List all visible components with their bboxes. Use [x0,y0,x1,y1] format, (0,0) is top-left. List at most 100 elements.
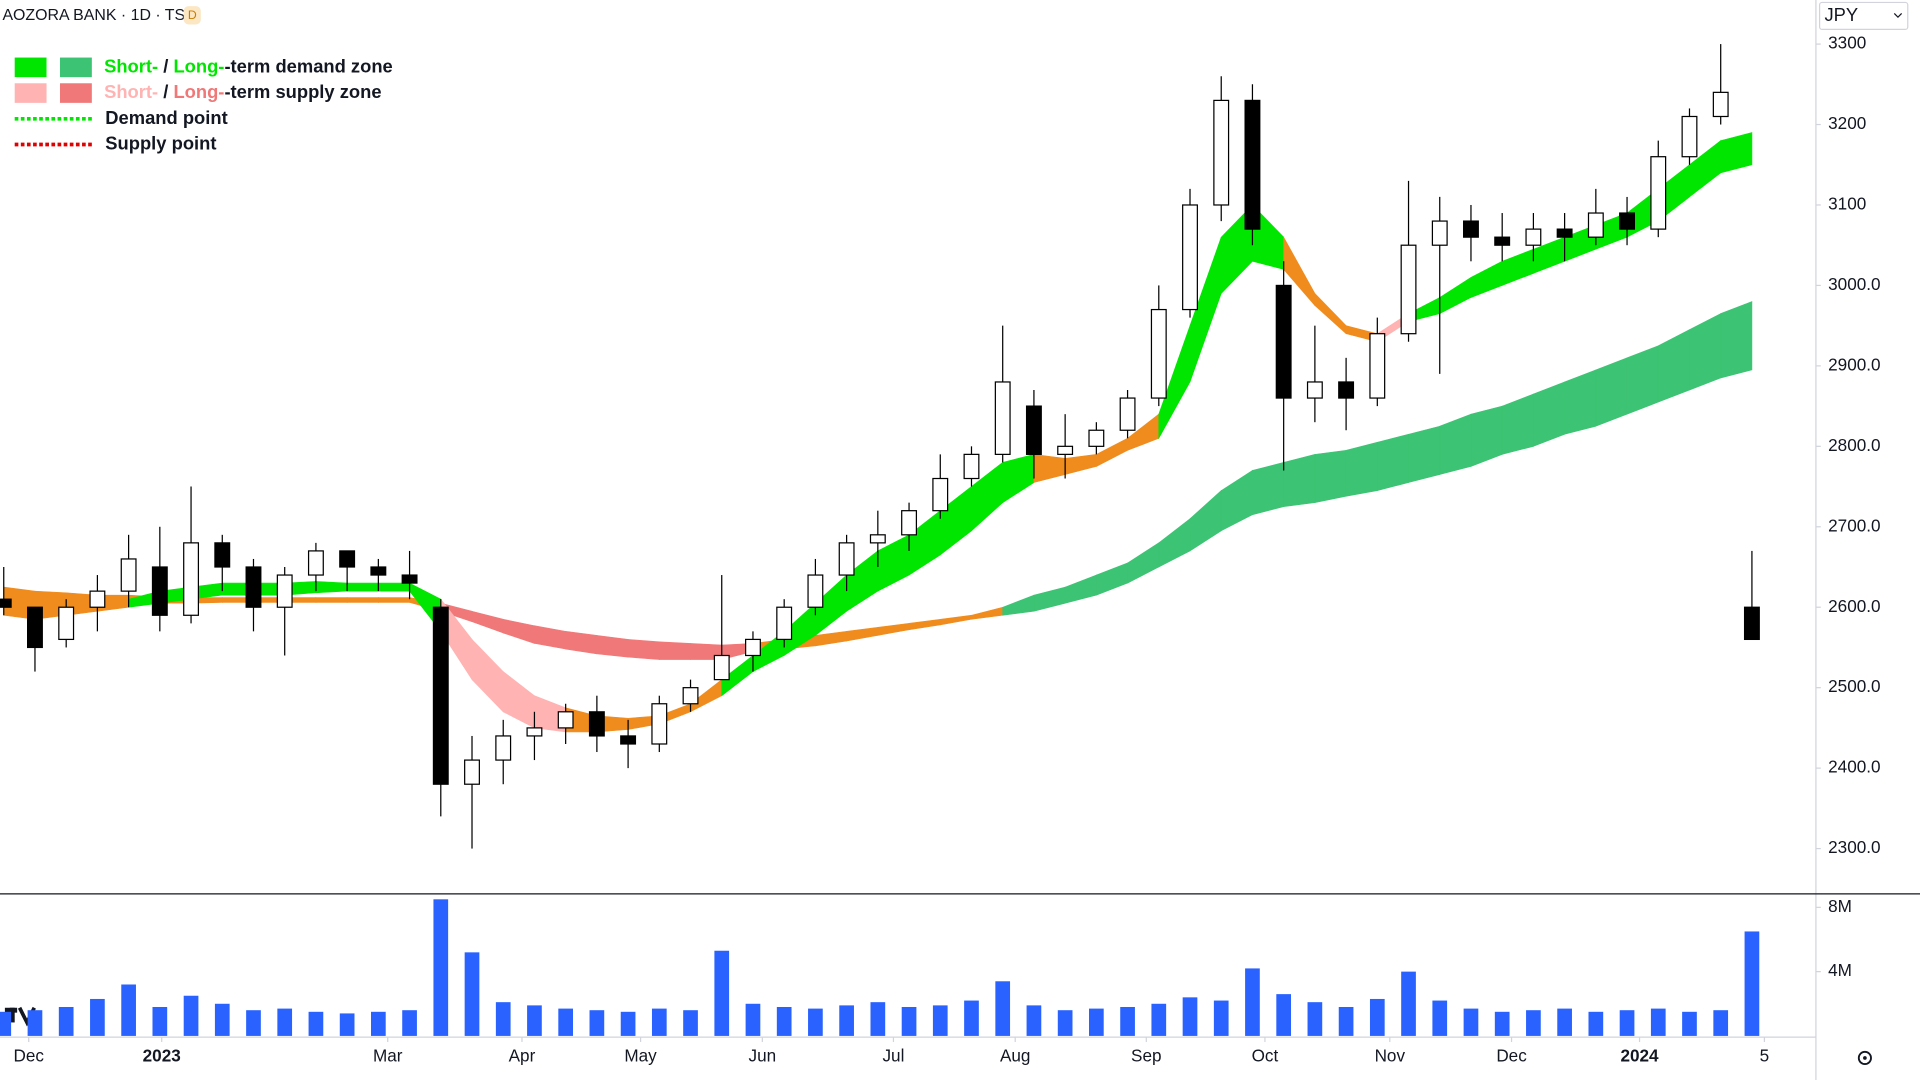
volume-bar [1089,1008,1104,1036]
x-tick-label: Jun [749,1045,777,1065]
candle-body [994,381,1011,455]
candle-body [245,566,262,608]
currency[interactable]: JPY [1824,4,1858,25]
volume-bar [1682,1011,1697,1036]
zone-segment [1252,462,1284,516]
candle-body [27,606,43,649]
legend-text: / [158,55,173,76]
volume-bar [995,981,1011,1036]
candle-body [1619,212,1636,230]
legend-swatch [14,57,47,78]
y-tick-label: 2700.0 [1828,515,1880,535]
zone-segment [1283,453,1316,508]
y-tick-label: 3000.0 [1828,274,1880,294]
y-tick-label: 2900.0 [1828,354,1880,374]
y-tick-label: 3200 [1828,113,1866,133]
volume-bar [745,1003,761,1036]
volume-bar [308,1011,324,1036]
candle-body [0,598,12,608]
volume-bar [1307,1002,1323,1036]
candle-body [1306,381,1323,399]
volume-bar [183,995,199,1036]
volume-bar [152,1006,168,1036]
volume-bar [1650,1008,1666,1036]
volume-bar [683,1010,698,1036]
candle-body [58,606,75,641]
volume-tick-label: 8M [1828,896,1852,916]
candle-body [901,510,918,536]
candle-body [151,566,168,616]
volume-bar [964,1000,979,1036]
zone-segment [1314,450,1347,504]
candle-body [1244,99,1261,230]
candle-body [838,542,855,576]
candle-body [276,574,293,608]
y-tick-label: 2500.0 [1828,676,1880,696]
candle-body [432,606,449,785]
zone-segment [346,582,379,592]
zone-segment [378,582,410,592]
zone-segment [315,581,348,594]
candle-body [1556,228,1573,238]
volume-bar [495,1002,511,1036]
candle-body [307,550,324,576]
x-tick-label: Oct [1252,1045,1279,1065]
volume-bar [1057,1010,1073,1036]
zone-segment [1377,433,1409,491]
volume-bar [1713,1010,1729,1036]
symbol-header: AOZORA BANK · 1D · TSE [2,7,195,24]
zone-segment [1626,345,1659,415]
settings-icon[interactable] [1857,1050,1872,1065]
volume-bar [1588,1011,1604,1036]
candle-body [963,453,980,480]
candle-body [526,727,543,737]
legend-swatch [60,83,92,103]
dropdown-arrow[interactable] [1893,13,1903,19]
candle-body [1182,204,1198,311]
candle-body [1431,220,1448,246]
candle-body [1275,284,1292,399]
volume-bar [1026,1005,1042,1036]
x-tick-label: Dec [13,1045,44,1065]
x-tick-label: Jul [882,1045,904,1065]
volume-bar [1276,994,1292,1036]
badge[interactable]: D [188,8,197,22]
candle-body [339,550,356,568]
zone-segment [1720,132,1753,174]
zone-segment [1408,425,1441,483]
volume-bars [0,899,1760,1036]
volume-bar [620,1011,636,1036]
candle-body [1463,220,1479,238]
zone-segment [1720,301,1753,379]
volume-bar [901,1006,917,1036]
volume-bar [1432,1000,1448,1036]
legend-text: Supply point [105,132,216,153]
volume-bar [1463,1008,1479,1036]
candle-body [1681,115,1698,158]
volume-bar [433,899,449,1036]
candle-body [401,574,418,584]
candle-body [1369,333,1386,399]
candle-body [745,638,761,657]
candle-body [1150,308,1167,399]
x-tick-label: 2023 [143,1045,181,1065]
candle-body [869,534,886,544]
candle-body [370,566,387,576]
legend-text: Long- [173,81,224,102]
axes: 3300 3200 3100 3000.0 2900.0 2800.0 2700.0 2600… [13,33,1880,1066]
volume-bar [808,1008,823,1036]
candle-body [120,558,137,592]
settings-icon-dot[interactable] [1863,1056,1867,1060]
x-tick-label: 2024 [1620,1045,1659,1065]
volume-bar [121,984,136,1036]
candle-body [807,574,824,608]
currency-select[interactable] [1818,1,1909,30]
zone-segment [346,597,379,603]
volume-bar [714,950,730,1036]
candle-body [651,703,668,745]
volume-bar [277,1008,293,1036]
x-tick-label: Nov [1375,1045,1406,1065]
zone-segment [1595,357,1628,427]
badge-bg[interactable] [183,6,201,25]
